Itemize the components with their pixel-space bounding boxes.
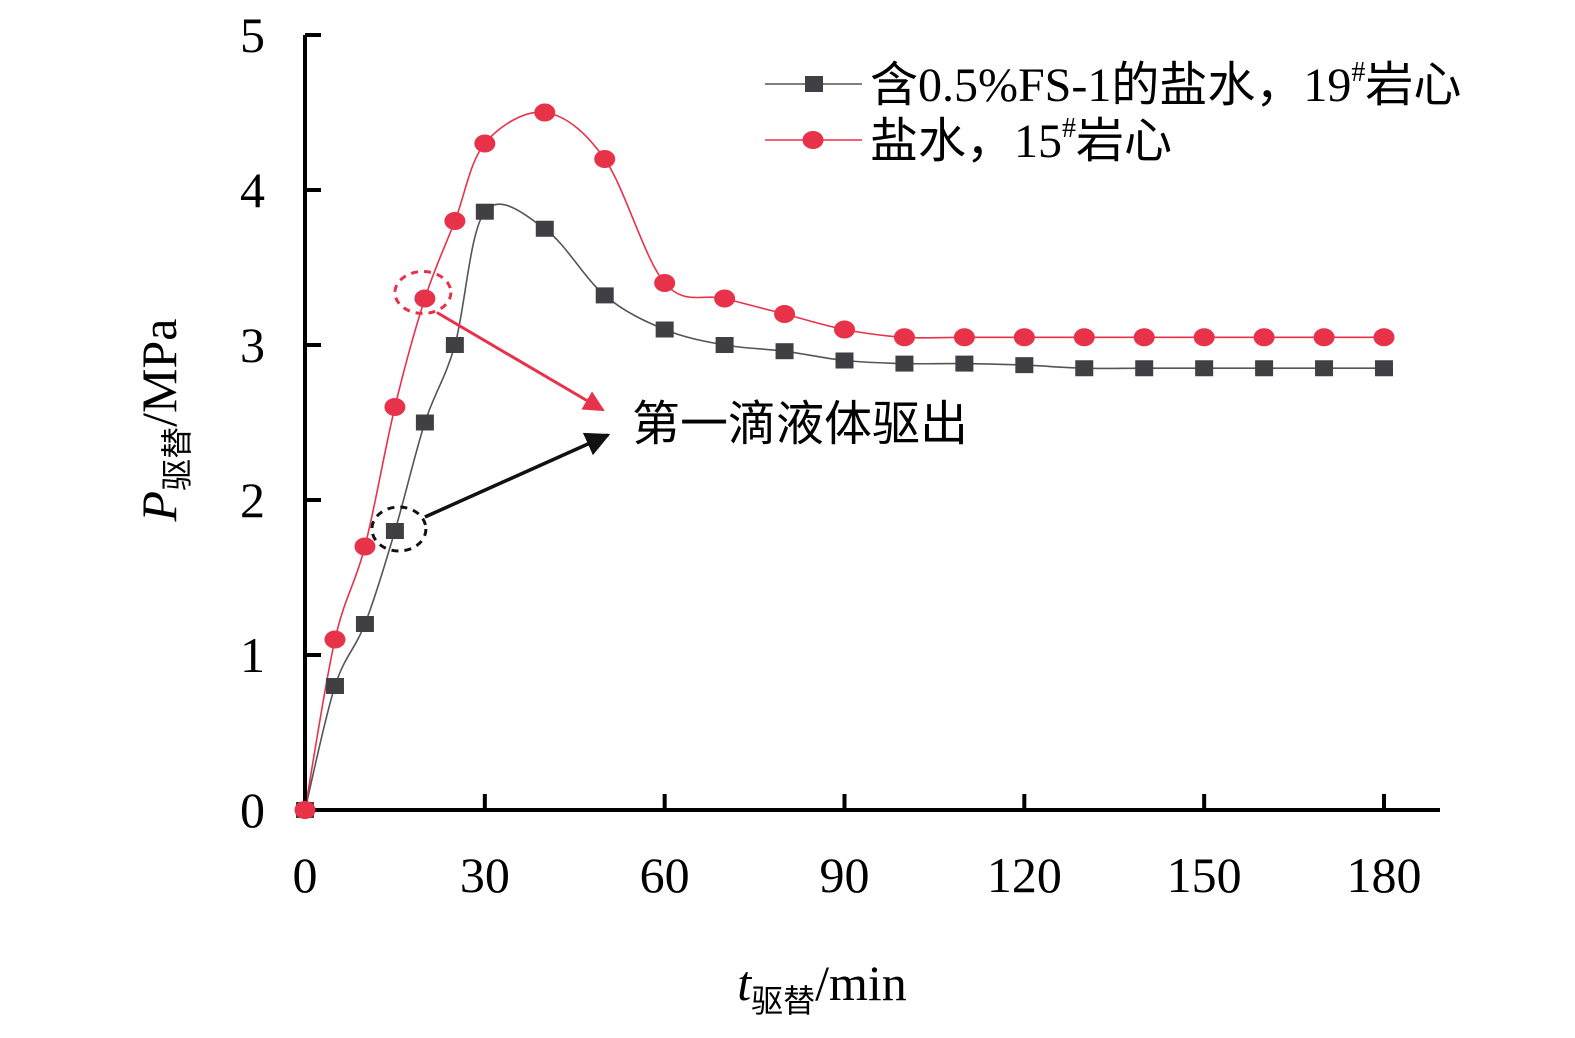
series-1-point xyxy=(1073,328,1095,347)
series-1-point xyxy=(1133,328,1155,347)
series-1-point xyxy=(324,630,346,649)
annotation-group: 第一滴液体驱出 xyxy=(370,270,968,553)
series-0-point xyxy=(475,203,494,220)
series-0-point xyxy=(1135,360,1154,377)
series-1-point xyxy=(893,328,915,347)
series-0-points xyxy=(296,203,1393,818)
y-tick-label: 2 xyxy=(240,472,265,528)
series-1-point xyxy=(833,320,855,339)
legend-label-1: 盐水，15#岩心 xyxy=(870,113,1172,168)
series-1-point xyxy=(1193,328,1215,347)
series-1-point xyxy=(953,328,975,347)
x-tick-label: 60 xyxy=(640,847,690,903)
series-0-point xyxy=(445,337,464,353)
x-tick-label: 30 xyxy=(460,847,510,903)
series-0-point xyxy=(1195,360,1214,377)
y-tick-label: 5 xyxy=(240,7,265,63)
series-0-point xyxy=(355,616,374,632)
series-1-point xyxy=(654,274,676,292)
y-axis-label: P驱替/MPa xyxy=(131,319,195,523)
series-0-point xyxy=(1374,360,1393,377)
series-1-point xyxy=(1313,328,1335,347)
series-0-point xyxy=(535,220,554,237)
series-0-point xyxy=(775,343,794,360)
series-0-point xyxy=(655,321,674,338)
series-0-point xyxy=(835,352,854,369)
y-tick-label: 3 xyxy=(240,317,265,373)
series-0-point xyxy=(415,414,434,431)
x-tick-label: 90 xyxy=(819,847,869,903)
series-1-point xyxy=(714,289,736,308)
x-tick-label: 180 xyxy=(1346,847,1421,903)
x-tick-label: 120 xyxy=(987,847,1062,903)
series-0-point xyxy=(1015,357,1034,374)
y-tick-label: 0 xyxy=(240,782,265,838)
series-1-points xyxy=(294,103,1395,819)
series-1-point xyxy=(384,398,406,416)
x-tick-label: 150 xyxy=(1167,847,1242,903)
series-curves xyxy=(304,111,1384,811)
series-1-point xyxy=(294,801,316,819)
series-1-point xyxy=(414,289,436,308)
axes: 0 1 2 3 4 5 0 30 60 90 120 150 180 xyxy=(240,7,1440,903)
y-tick-label: 4 xyxy=(240,162,265,218)
red-highlight-circle xyxy=(393,270,453,315)
series-1-point xyxy=(444,212,466,230)
red-annotation-arrow xyxy=(436,311,605,412)
legend-marker-0 xyxy=(805,76,823,92)
black-highlight-circle xyxy=(370,505,428,553)
series-0-point xyxy=(955,355,974,372)
series-0-point xyxy=(325,678,344,694)
series-0-point xyxy=(1075,360,1094,377)
series-1-point xyxy=(1373,328,1395,347)
series-1-point xyxy=(474,134,496,153)
series-1-line xyxy=(304,111,1384,811)
legend-label-0: 含0.5%FS-1的盐水，19#岩心 xyxy=(870,57,1461,112)
series-1-point xyxy=(774,305,796,323)
y-tick-label: 1 xyxy=(240,627,265,683)
series-0-point xyxy=(1315,360,1334,377)
series-1-point xyxy=(534,103,556,122)
series-0-point xyxy=(715,337,734,353)
series-0-point xyxy=(595,287,614,304)
x-axis-label: t驱替/min xyxy=(737,955,907,1019)
series-0-line xyxy=(304,203,1384,811)
series-1-point xyxy=(1253,328,1275,347)
series-0-point xyxy=(1255,360,1274,377)
annotation-label: 第一滴液体驱出 xyxy=(632,398,968,451)
series-1-point xyxy=(594,150,616,168)
series-markers xyxy=(294,103,1395,819)
x-tick-label: 0 xyxy=(293,847,318,903)
black-annotation-arrow xyxy=(424,432,611,519)
series-1-point xyxy=(354,537,376,556)
series-0-point xyxy=(385,523,404,539)
series-1-point xyxy=(1013,328,1035,347)
series-0-point xyxy=(895,355,914,372)
legend-marker-1 xyxy=(802,131,824,149)
